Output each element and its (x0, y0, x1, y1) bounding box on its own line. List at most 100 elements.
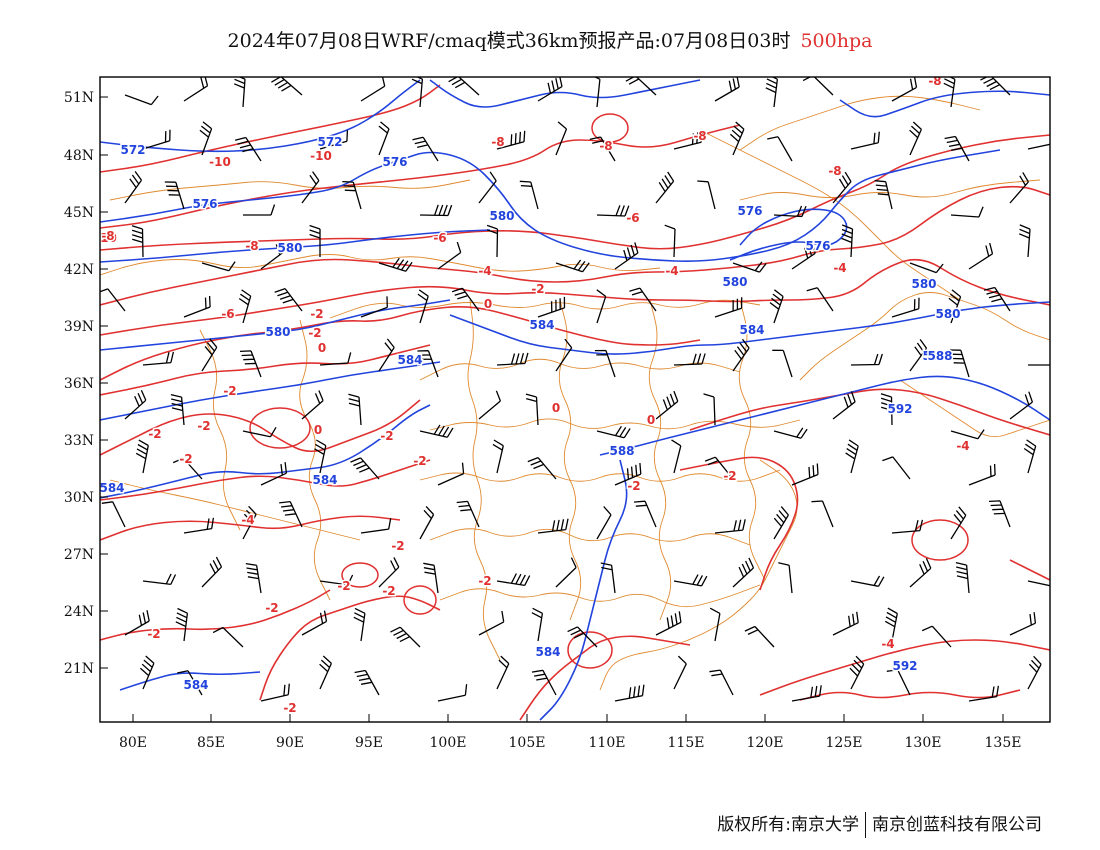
height-contour-label: 588 (922, 349, 947, 363)
temperature-contour-label: -8 (101, 229, 114, 243)
wind-barb (242, 426, 277, 438)
wind-barb (437, 684, 468, 702)
wind-barb (124, 610, 150, 636)
wind-barb (983, 286, 1011, 312)
wind-barb (1009, 172, 1029, 204)
wind-barb (243, 204, 276, 216)
wind-barb (378, 121, 390, 156)
height-contour (119, 671, 261, 691)
temperature-contour-label: -6 (221, 307, 234, 321)
temperature-contour-label: -2 (382, 584, 395, 598)
x-tick-label: 85E (197, 735, 225, 751)
wind-barb (448, 77, 480, 96)
wind-barb (880, 393, 893, 426)
wind-barb (555, 557, 577, 588)
boundary-line (738, 299, 766, 581)
wind-barb (537, 518, 569, 534)
wind-barb (342, 180, 362, 210)
wind-barb (437, 462, 465, 486)
wind-barb (891, 297, 920, 318)
height-contour-label: 576 (805, 239, 830, 253)
y-tick-label: 30N (64, 490, 94, 506)
wind-barb (555, 259, 590, 273)
wind-barb (1023, 439, 1037, 474)
wind-barb (437, 241, 462, 270)
wind-barb (697, 180, 716, 210)
wind-barb (832, 611, 859, 636)
wind-barb (891, 519, 924, 534)
pressure-level: 500hpa (800, 30, 873, 52)
wind-barb (673, 574, 708, 587)
x-tick-label: 80E (119, 735, 147, 751)
temperature-contour-label: 0 (314, 423, 322, 437)
wind-barb (968, 463, 996, 486)
height-contour-label: 584 (529, 318, 554, 332)
wind-barb (555, 121, 568, 156)
wind-barb (274, 287, 303, 312)
height-contour (599, 375, 1050, 456)
wind-barb (492, 439, 504, 474)
wind-barb (732, 338, 750, 372)
height-contour (539, 459, 628, 721)
height-labels: 572 572 576 576 580 576 580 576 580 580 580 584 584 5… (100, 134, 962, 694)
temperature-contour-label: -4 (956, 439, 969, 453)
y-tick-label: 51N (64, 90, 94, 106)
wind-barb (348, 393, 362, 426)
boundary-line (799, 292, 1050, 381)
y-tick-label: 24N (64, 604, 94, 620)
title-main: 2024年07月08日WRF/cmaq模式36km预报产品:07月08日03时 (227, 30, 791, 52)
wind-barb (773, 427, 808, 439)
height-contour-label: 588 (927, 349, 952, 363)
height-contour-label: 584 (397, 353, 422, 367)
temperature-contour-label: -2 (391, 539, 404, 553)
height-contour (100, 149, 1001, 263)
y-tick-label: 48N (64, 148, 94, 164)
wind-barb (175, 607, 189, 642)
y-tick-label: 42N (64, 262, 94, 278)
height-contours (100, 79, 1050, 721)
wind-barb (124, 171, 143, 204)
x-tick-label: 130E (905, 735, 942, 751)
boundary-line (109, 179, 471, 201)
height-contour-label: 580 (277, 241, 302, 255)
temperature-contour-label: -2 (223, 384, 236, 398)
temperature-closed-contour (341, 562, 379, 588)
wind-barb (531, 669, 557, 696)
wind-barb (525, 393, 539, 426)
wind-barb (673, 131, 703, 150)
wind-barb (101, 501, 126, 528)
height-contour-label: 588 (609, 444, 634, 458)
credit-university: 版权所有:南京大学 (717, 815, 859, 835)
boundary-line (739, 179, 1041, 201)
wind-barb (596, 205, 630, 217)
temperature-contour (100, 185, 1050, 306)
wind-barb (183, 517, 215, 534)
wind-barb (319, 352, 352, 366)
wind-barb (849, 655, 865, 690)
latitude-axis: 51N 48N 45N 42N 39N 36N 33N 30N 27N 24N 21N (64, 90, 108, 677)
height-contour-label: 584 (312, 473, 337, 487)
temperature-contour (799, 689, 1021, 701)
wind-barb (301, 390, 324, 420)
wind-barb (360, 518, 392, 534)
height-contour-label: 580 (935, 307, 960, 321)
wind-barb (950, 506, 967, 540)
y-tick-label: 21N (64, 661, 94, 677)
wind-barb (245, 562, 262, 594)
wind-barb (412, 136, 439, 162)
temperature-contour-label: -2 (308, 326, 321, 340)
temperature-contour-label: 0 (318, 341, 326, 355)
wind-barb (124, 389, 147, 420)
temperature-contour (689, 388, 1050, 436)
wind-barb (968, 685, 1000, 702)
temperature-contour-label: -2 (723, 469, 736, 483)
temperature-contour-label: -6 (433, 231, 446, 245)
wind-barb (655, 171, 675, 204)
wind-barb (886, 669, 911, 696)
wind-barb (664, 224, 676, 258)
height-contour-label: 584 (739, 323, 764, 337)
wind-barb (360, 77, 386, 102)
wind-barb (655, 611, 682, 636)
credit-company: 南京创蓝科技有限公司 (872, 815, 1042, 835)
wind-barb (309, 224, 321, 257)
